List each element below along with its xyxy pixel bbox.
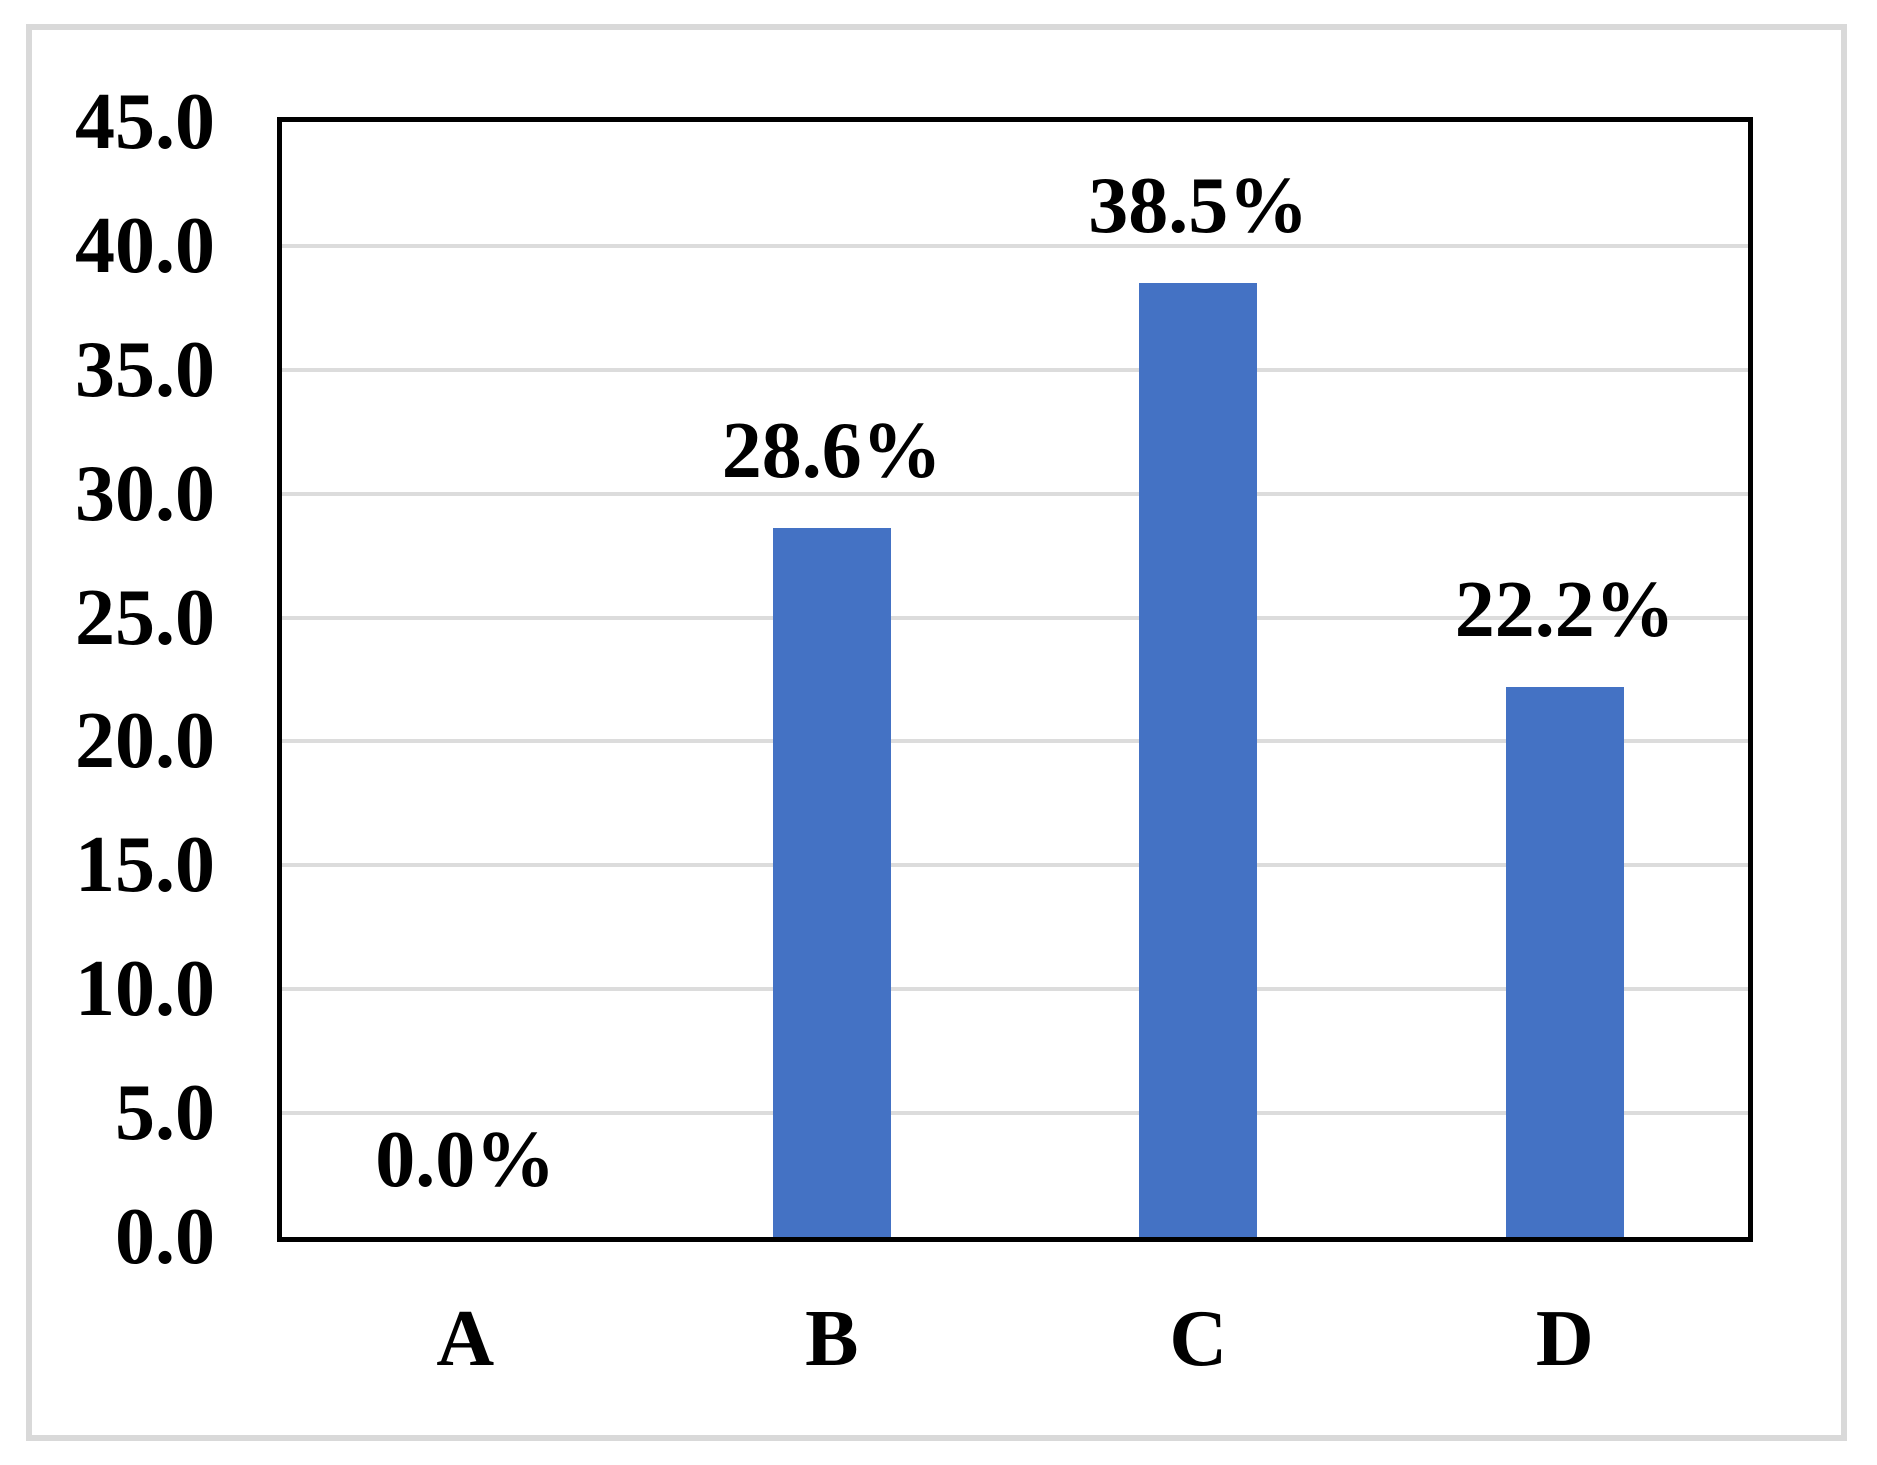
bar-D bbox=[1505, 686, 1624, 1237]
y-tick-label: 10.0 bbox=[75, 945, 215, 1034]
y-tick-label: 30.0 bbox=[75, 449, 215, 538]
gridline bbox=[282, 615, 1748, 620]
bar-C bbox=[1139, 283, 1258, 1237]
y-tick-label: 35.0 bbox=[75, 325, 215, 414]
y-tick-label: 20.0 bbox=[75, 697, 215, 786]
bar-data-label-A: 0.0% bbox=[375, 1116, 556, 1204]
bar-data-label-B: 28.6% bbox=[721, 407, 942, 496]
bar-data-label-C: 38.5% bbox=[1088, 162, 1309, 251]
y-tick-label: 0.0 bbox=[115, 1193, 215, 1281]
gridline bbox=[282, 1111, 1748, 1116]
category-label-C: C bbox=[1169, 1295, 1228, 1383]
y-tick-label: 45.0 bbox=[75, 78, 215, 166]
category-label-B: B bbox=[805, 1295, 859, 1383]
category-label-D: D bbox=[1535, 1295, 1594, 1383]
y-tick-label: 40.0 bbox=[75, 201, 215, 290]
bar-data-label-D: 22.2% bbox=[1454, 565, 1675, 654]
gridline bbox=[282, 739, 1748, 744]
gridline bbox=[282, 491, 1748, 496]
y-tick-label: 25.0 bbox=[75, 573, 215, 662]
plot-area: 0.0% 28.6% 38.5% 22.2% bbox=[277, 117, 1753, 1242]
y-tick-label: 15.0 bbox=[75, 821, 215, 910]
gridline bbox=[282, 987, 1748, 992]
gridline bbox=[282, 863, 1748, 868]
bar-B bbox=[772, 528, 891, 1237]
category-label-A: A bbox=[436, 1295, 495, 1383]
gridline bbox=[282, 367, 1748, 372]
y-tick-label: 5.0 bbox=[115, 1069, 215, 1158]
gridline bbox=[282, 243, 1748, 248]
